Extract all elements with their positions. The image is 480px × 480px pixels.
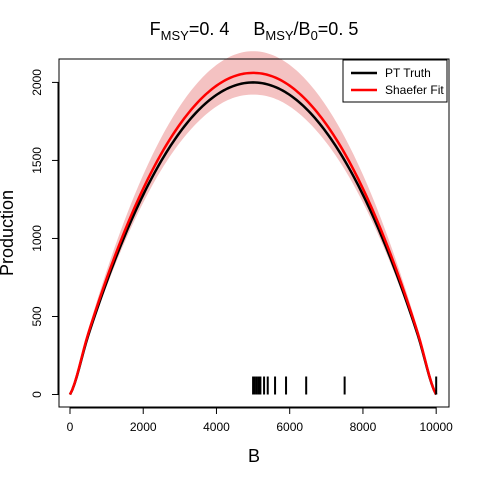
y-axis-label: Production (0, 190, 17, 276)
plot-layer (68, 51, 438, 396)
x-tick-label: 4000 (203, 420, 230, 434)
plot-frame (58, 58, 450, 408)
x-tick-label: 6000 (276, 420, 303, 434)
x-tick-label: 10000 (419, 420, 453, 434)
series-line-pt-truth (68, 81, 438, 396)
y-tick-label: 1500 (30, 147, 44, 174)
axes-layer: 0 2000 4000 6000 8000 10000 0 500 1000 1500 2000 (30, 58, 453, 434)
y-tick-label: 500 (30, 306, 44, 326)
legend-label-shaefer-fit: Shaefer Fit (385, 83, 444, 97)
x-tick-label: 0 (67, 420, 74, 434)
x-tick-label: 2000 (130, 420, 157, 434)
legend-label-pt-truth: PT Truth (385, 66, 431, 80)
legend: PT Truth Shaefer Fit (342, 59, 448, 103)
series-line-shaefer-fit (68, 71, 438, 396)
x-tick-label: 8000 (350, 420, 377, 434)
y-tick-label: 2000 (30, 69, 44, 96)
chart-title: FMSY=0. 4 BMSY/B0=0. 5 (150, 19, 359, 43)
y-tick-label: 1000 (30, 225, 44, 252)
shaefer-fit-confidence-band (69, 51, 437, 395)
y-tick-label: 0 (30, 391, 44, 398)
x-axis-label: B (248, 446, 260, 466)
legend-box (342, 59, 448, 103)
